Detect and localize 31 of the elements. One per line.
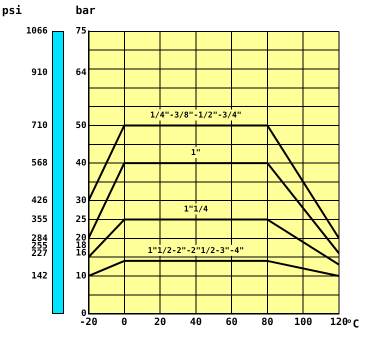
x-tick-label: -20 [79,317,98,328]
y-tick-label: 0 [81,308,87,319]
x-tick-label: 100 [294,317,312,328]
x-tick-label: 80 [261,317,274,328]
x-tick-label: 120 [330,317,348,328]
y-tick-label: 40 [76,158,87,168]
y2-tick-label: 355 [31,214,48,225]
y2-tick-label: 1066 [26,26,48,37]
series-label: 1"1/4 [184,204,208,214]
y-axis-title: bar [76,4,96,17]
x-axis-title: °C [346,317,360,330]
y2-tick-label: 426 [31,196,48,206]
series-label: 1" [191,148,201,158]
y-tick-label: 75 [76,26,87,37]
y-tick-label: 50 [76,120,87,131]
x-tick-label: 40 [190,317,202,328]
series-label: 1/4"-3/8"-1/2"-3/4" [150,110,242,120]
y-tick-label: 25 [76,214,87,225]
y2-tick-label: 910 [31,68,48,78]
y-tick-label: 64 [76,68,88,78]
y-tick-label: 30 [76,196,87,206]
y2-tick-label: 568 [31,158,48,169]
y2-tick-label: 227 [31,248,48,259]
x-tick-label: 0 [121,317,128,328]
x-tick-label: 20 [154,317,166,328]
y-tick-label: 10 [76,271,87,282]
y2-tick-label: 142 [31,271,48,282]
x-tick-label: 60 [226,317,238,328]
series-label: 1"1/2-2"-2"1/2-3"-4" [148,246,244,255]
y2-tick-label: 710 [31,120,48,131]
y2-axis-title: psi [2,4,22,17]
